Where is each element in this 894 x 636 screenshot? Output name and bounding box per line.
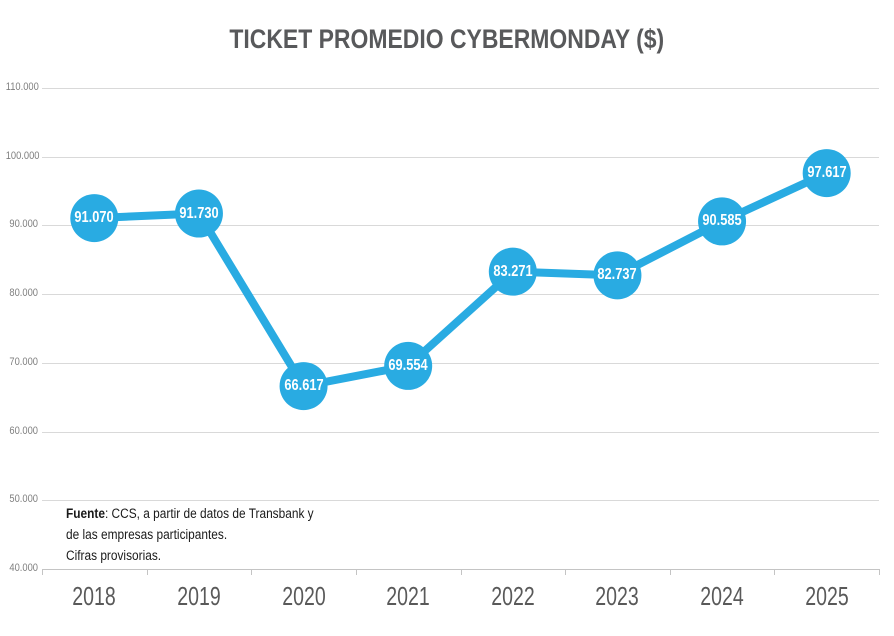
x-axis-label-2021: 2021 [386,581,430,611]
source-note-line-3: Cifras provisorias. [66,548,162,563]
y-axis-label-60.000: 60.000 [9,424,38,437]
x-axis-label-2023: 2023 [595,581,640,611]
gridline-70.000 [42,362,879,364]
data-point-label-2022: 83.271 [493,262,533,280]
source-note-line-2: de las empresas participantes. [66,527,228,542]
x-axis-tick [460,569,462,575]
data-point-label-2025: 97.617 [807,164,847,182]
data-point-label-2021: 69.554 [388,356,428,374]
source-note-line-1: Fuente: CCS, a partir de datos de Transb… [66,506,314,521]
gridline-90.000 [42,225,879,227]
x-axis-label-2024: 2024 [700,581,744,611]
data-point-label-2024: 90.585 [702,212,742,230]
x-axis-tick [355,569,357,575]
data-point-label-2019: 91.730 [179,204,219,222]
data-point-marker-2022 [488,247,537,296]
data-point-marker-2024 [698,197,747,246]
x-axis-tick [774,569,776,575]
data-point-marker-2019 [174,189,223,238]
y-axis-label-90.000: 90.000 [9,218,38,231]
x-axis-label-2018: 2018 [72,581,117,611]
x-axis-tick [879,569,880,575]
x-axis-tick [42,569,43,575]
source-note-bold: Fuente [66,506,105,521]
y-axis-label-100.000: 100.000 [5,149,40,162]
y-axis-label-70.000: 70.000 [9,355,38,368]
source-note: Fuente: CCS, a partir de datos de Transb… [66,503,347,566]
x-axis-tick [669,569,671,575]
x-axis-label-2019: 2019 [177,581,221,611]
x-axis-tick [251,569,253,575]
y-axis-label-50.000: 50.000 [9,493,38,506]
chart-title-text: TICKET PROMEDIO CYBERMONDAY ($) [229,24,665,54]
data-point-marker-2018 [70,194,119,243]
x-axis-label-2020: 2020 [281,581,326,611]
data-point-label-2018: 91.070 [74,209,114,227]
data-point-marker-2025 [802,149,851,198]
y-axis-label-40.000: 40.000 [9,562,38,574]
data-point-marker-2020 [279,362,328,411]
gridline-50.000 [42,500,879,502]
y-axis-label-110.000: 110.000 [5,81,39,93]
data-point-label-2020: 66.617 [283,377,324,395]
gridline-60.000 [42,431,879,433]
data-point-marker-2021 [384,341,433,390]
gridline-100.000 [42,156,879,158]
gridline-80.000 [42,294,879,296]
x-axis-tick [565,569,567,575]
chart-title: TICKET PROMEDIO CYBERMONDAY ($) [0,24,894,55]
x-axis-label-2025: 2025 [804,581,849,611]
data-point-marker-2023 [593,251,642,300]
y-axis-label-80.000: 80.000 [9,287,38,300]
x-axis-tick [146,569,148,575]
gridline-110.000 [42,88,879,89]
x-axis-label-2022: 2022 [491,581,535,611]
data-point-label-2023: 82.737 [597,266,638,284]
